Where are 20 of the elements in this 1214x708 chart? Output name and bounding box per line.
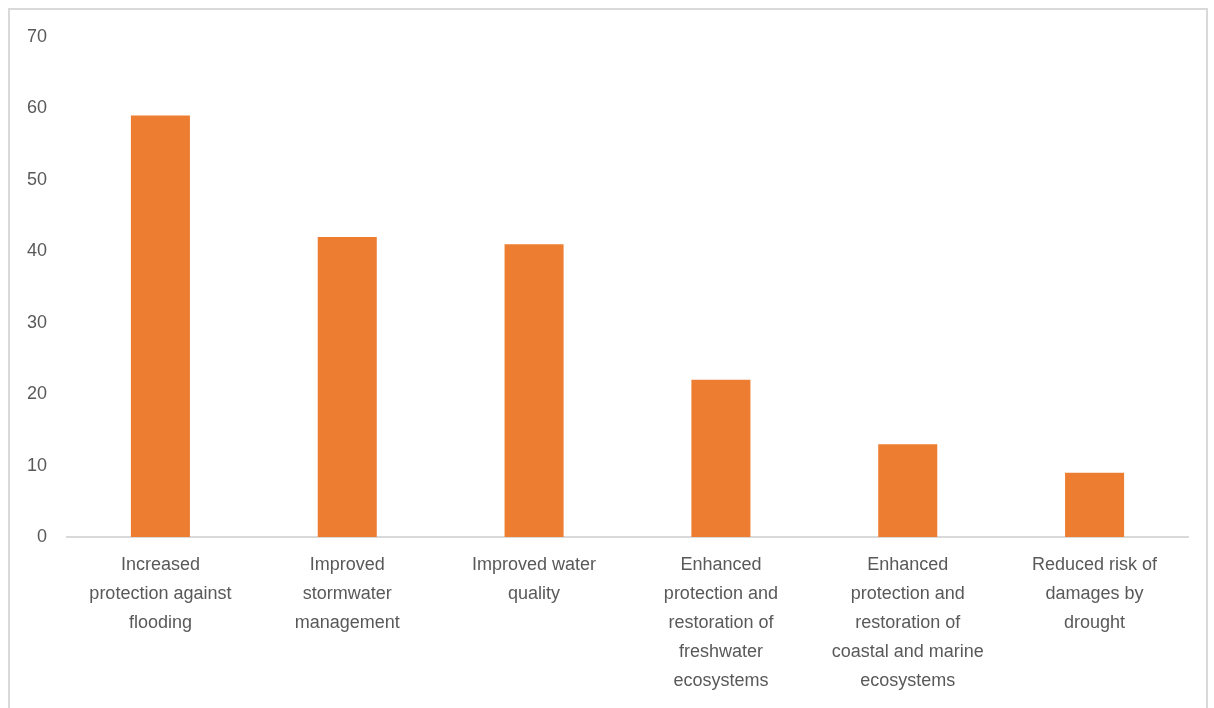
x-tick-label: Improved stormwater management bbox=[294, 554, 400, 632]
y-tick-label: 60 bbox=[26, 97, 47, 118]
x-tick-label: Increased protection against flooding bbox=[89, 554, 232, 632]
bar bbox=[691, 379, 751, 537]
bar bbox=[130, 115, 190, 537]
x-tick-label: Enhanced protection and restoration of freshwater ecosystems bbox=[663, 554, 778, 690]
x-tick-label: Improved water quality bbox=[472, 554, 597, 604]
x-tick-label: Reduced risk of damages by drought bbox=[1032, 554, 1159, 632]
y-tick-label: 30 bbox=[26, 311, 47, 332]
bar bbox=[504, 244, 564, 537]
y-tick-label: 40 bbox=[26, 240, 47, 261]
y-tick-label: 10 bbox=[26, 454, 47, 475]
y-tick-label: 50 bbox=[26, 168, 47, 189]
bar bbox=[317, 237, 377, 537]
y-tick-label: 70 bbox=[26, 25, 47, 46]
bar bbox=[878, 444, 938, 537]
x-tick-label: Enhanced protection and restoration of coastal and marine ecosystems bbox=[831, 554, 984, 690]
bar bbox=[1065, 472, 1125, 537]
y-tick-label: 20 bbox=[26, 383, 47, 404]
y-tick-label: 0 bbox=[36, 525, 47, 546]
